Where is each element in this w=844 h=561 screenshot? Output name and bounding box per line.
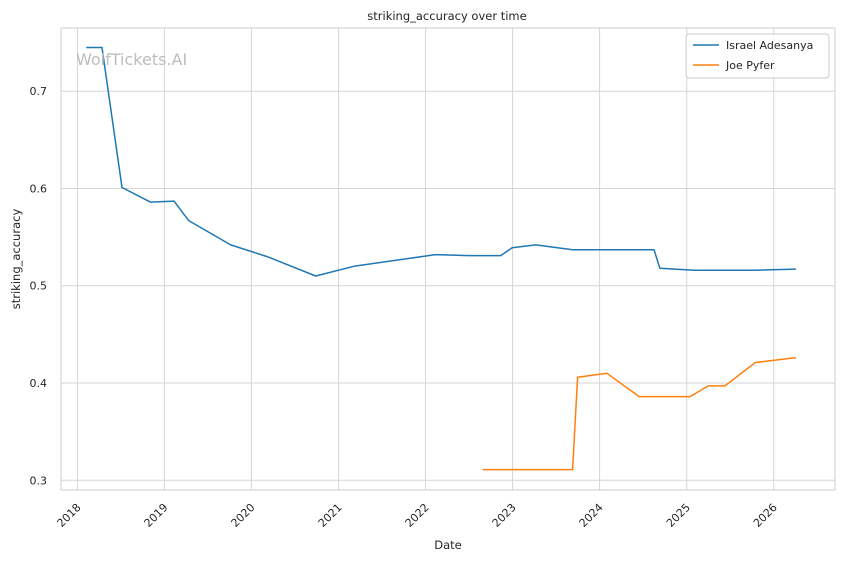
series-layer xyxy=(86,46,797,471)
y-tick-label: 0.5 xyxy=(30,280,48,293)
x-tick-label: 2025 xyxy=(664,501,693,530)
x-tick-label: 2026 xyxy=(751,501,780,530)
x-tick-label: 2019 xyxy=(142,501,171,530)
legend-label: Israel Adesanya xyxy=(726,39,813,52)
series-line-2 xyxy=(482,356,797,471)
y-axis-title: striking_accuracy xyxy=(9,209,23,310)
x-tick-label: 2023 xyxy=(490,501,519,530)
x-tick-label: 2021 xyxy=(316,501,345,530)
chart-title: striking_accuracy over time xyxy=(367,9,526,23)
plot-frame xyxy=(60,27,836,491)
y-tick-label: 0.3 xyxy=(30,474,48,487)
x-axis-ticks: 2018 2019 2020 2021 2022 2023 2024 2025 2026 xyxy=(55,501,780,530)
legend: Israel Adesanya Joe Pyfer xyxy=(685,33,830,79)
x-tick-label: 2018 xyxy=(55,501,84,530)
x-tick-label: 2022 xyxy=(403,501,432,530)
y-tick-label: 0.6 xyxy=(30,182,48,195)
series-line-1 xyxy=(86,46,796,277)
y-tick-label: 0.7 xyxy=(30,85,48,98)
gridlines xyxy=(61,28,835,490)
legend-box xyxy=(685,33,830,79)
y-tick-label: 0.4 xyxy=(30,377,48,390)
watermark-text: WolfTickets.AI xyxy=(76,50,187,69)
x-tick-label: 2020 xyxy=(229,501,258,530)
y-axis-ticks: 0.3 0.4 0.5 0.6 0.7 xyxy=(30,85,48,487)
legend-label: Joe Pyfer xyxy=(725,59,775,72)
x-tick-label: 2024 xyxy=(577,501,606,530)
x-axis-title: Date xyxy=(434,538,462,552)
